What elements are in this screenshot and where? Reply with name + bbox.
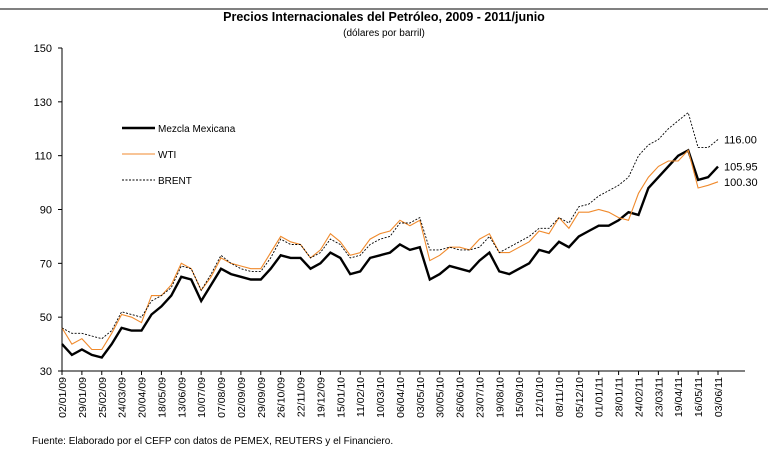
- x-tick-label: 10/07/09: [196, 377, 208, 418]
- x-tick-label: 30/05/10: [435, 377, 447, 418]
- x-tick-label: 24/03/09: [117, 377, 129, 418]
- y-tick-label: 130: [34, 97, 52, 109]
- x-tick-label: 22/11/09: [296, 377, 308, 417]
- x-tick-label: 03/05/10: [415, 377, 427, 418]
- source-note: Fuente: Elaborado por el CEFP con datos …: [32, 436, 393, 447]
- x-tick-label: 25/02/09: [97, 377, 109, 418]
- x-tick-label: 03/06/11: [713, 377, 725, 417]
- x-tick-label: 23/07/10: [474, 377, 486, 418]
- x-tick-label: 02/09/09: [236, 377, 248, 418]
- x-tick-label: 24/02/11: [633, 377, 645, 417]
- series-line: [61, 111, 719, 340]
- x-tick-label: 26/06/10: [455, 377, 467, 418]
- x-tick-label: 15/01/10: [335, 377, 347, 418]
- x-tick-label: 06/04/10: [395, 377, 407, 418]
- x-tick-label: 28/01/11: [614, 377, 626, 417]
- x-tick-label: 15/09/10: [514, 377, 526, 418]
- series-line: [61, 148, 719, 359]
- x-tick-label: 26/10/09: [276, 377, 288, 418]
- value-label: 116.00: [724, 135, 757, 147]
- legend-label: Mezcla Mexicana: [158, 124, 236, 135]
- chart-subtitle: (dólares por barril): [343, 28, 425, 39]
- x-tick-label: 01/01/11: [594, 377, 606, 417]
- x-tick-label: 29/09/09: [256, 377, 268, 418]
- x-tick-label: 02/01/09: [57, 377, 69, 418]
- x-tick-label: 05/12/10: [574, 377, 586, 418]
- x-tick-label: 16/05/11: [693, 377, 705, 417]
- y-tick-label: 30: [40, 366, 52, 378]
- x-tick-label: 29/01/09: [77, 377, 89, 418]
- x-tick-label: 19/08/10: [494, 377, 506, 418]
- y-tick-label: 110: [34, 151, 52, 163]
- x-tick-label: 07/08/09: [216, 377, 228, 418]
- value-label: 105.95: [724, 162, 758, 174]
- value-label: 100.30: [724, 177, 758, 189]
- x-tick-label: 12/10/10: [534, 377, 546, 418]
- y-tick-label: 70: [40, 258, 52, 270]
- series-line: [61, 149, 719, 351]
- x-tick-label: 20/04/09: [137, 377, 149, 418]
- x-tick-label: 08/11/10: [554, 377, 566, 417]
- x-tick-label: 18/05/09: [156, 377, 168, 418]
- x-tick-label: 11/02/10: [355, 377, 367, 417]
- x-tick-label: 19/12/09: [315, 377, 327, 418]
- y-tick-label: 50: [40, 312, 52, 324]
- x-tick-label: 13/06/09: [176, 377, 188, 418]
- legend-label: BRENT: [158, 176, 192, 187]
- y-tick-label: 90: [40, 205, 52, 217]
- legend-label: WTI: [158, 150, 176, 161]
- y-tick-label: 150: [34, 43, 52, 55]
- x-tick-label: 23/03/11: [653, 377, 665, 417]
- x-tick-label: 19/04/11: [673, 377, 685, 417]
- x-tick-label: 10/03/10: [375, 377, 387, 418]
- chart-title: Precios Internacionales del Petróleo, 20…: [223, 10, 545, 24]
